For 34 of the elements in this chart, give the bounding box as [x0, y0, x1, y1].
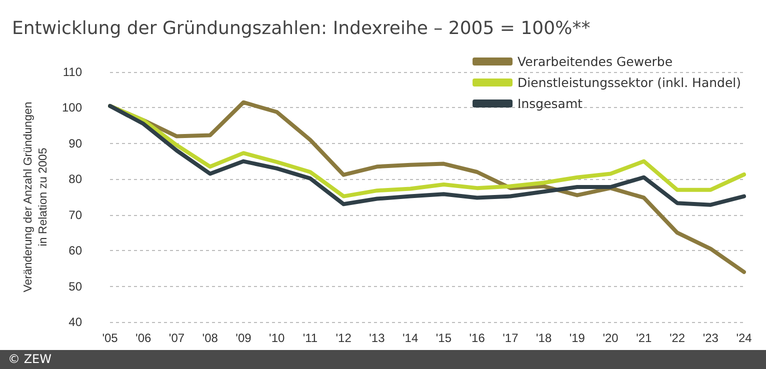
x-tick-label: '10 — [269, 331, 285, 345]
x-tick-label: '14 — [402, 331, 418, 345]
x-tick-label: '21 — [636, 331, 652, 345]
y-tick-label: 60 — [68, 244, 82, 258]
x-tick-label: '12 — [336, 331, 352, 345]
x-tick-label: '19 — [569, 331, 586, 345]
y-tick-label: 110 — [62, 65, 82, 79]
x-tick-label: '15 — [436, 331, 452, 345]
x-tick-label: '06 — [136, 331, 152, 345]
x-tick-label: '17 — [502, 331, 519, 345]
x-tick-label: '20 — [602, 331, 619, 345]
x-tick-label: '08 — [202, 331, 218, 345]
x-tick-label: '22 — [669, 331, 686, 345]
x-tick-label: '16 — [469, 331, 486, 345]
x-tick-label: '23 — [702, 331, 719, 345]
x-tick-label: '11 — [302, 331, 318, 345]
y-tick-label: 90 — [68, 136, 82, 150]
y-axis-title: Veränderung der Anzahl Gründungen in Relation zu 2005 — [22, 102, 50, 292]
legend-label: Verarbeitendes Gewerbe — [518, 54, 673, 69]
y-tick-label: 40 — [68, 315, 82, 329]
y-tick-label: 100 — [62, 100, 82, 115]
x-tick-label: '18 — [536, 331, 552, 345]
y-tick-label: 70 — [68, 208, 82, 222]
chart-title: Entwicklung der Gründungszahlen: Indexreihe – 2005 = 100%** — [12, 18, 590, 39]
x-tick-label: '05 — [102, 331, 118, 345]
legend-label: Dienstleistungssektor (inkl. Handel) — [518, 75, 742, 90]
x-tick-label: '13 — [369, 331, 386, 345]
y-tick-label: 50 — [68, 279, 82, 294]
legend-label: Insgesamt — [518, 96, 583, 111]
text: © ZEW — [0, 350, 766, 369]
y-tick-label: 80 — [68, 172, 82, 186]
x-tick-label: '24 — [736, 331, 752, 345]
x-tick-label: '07 — [168, 331, 185, 345]
x-tick-label: '09 — [236, 331, 252, 345]
